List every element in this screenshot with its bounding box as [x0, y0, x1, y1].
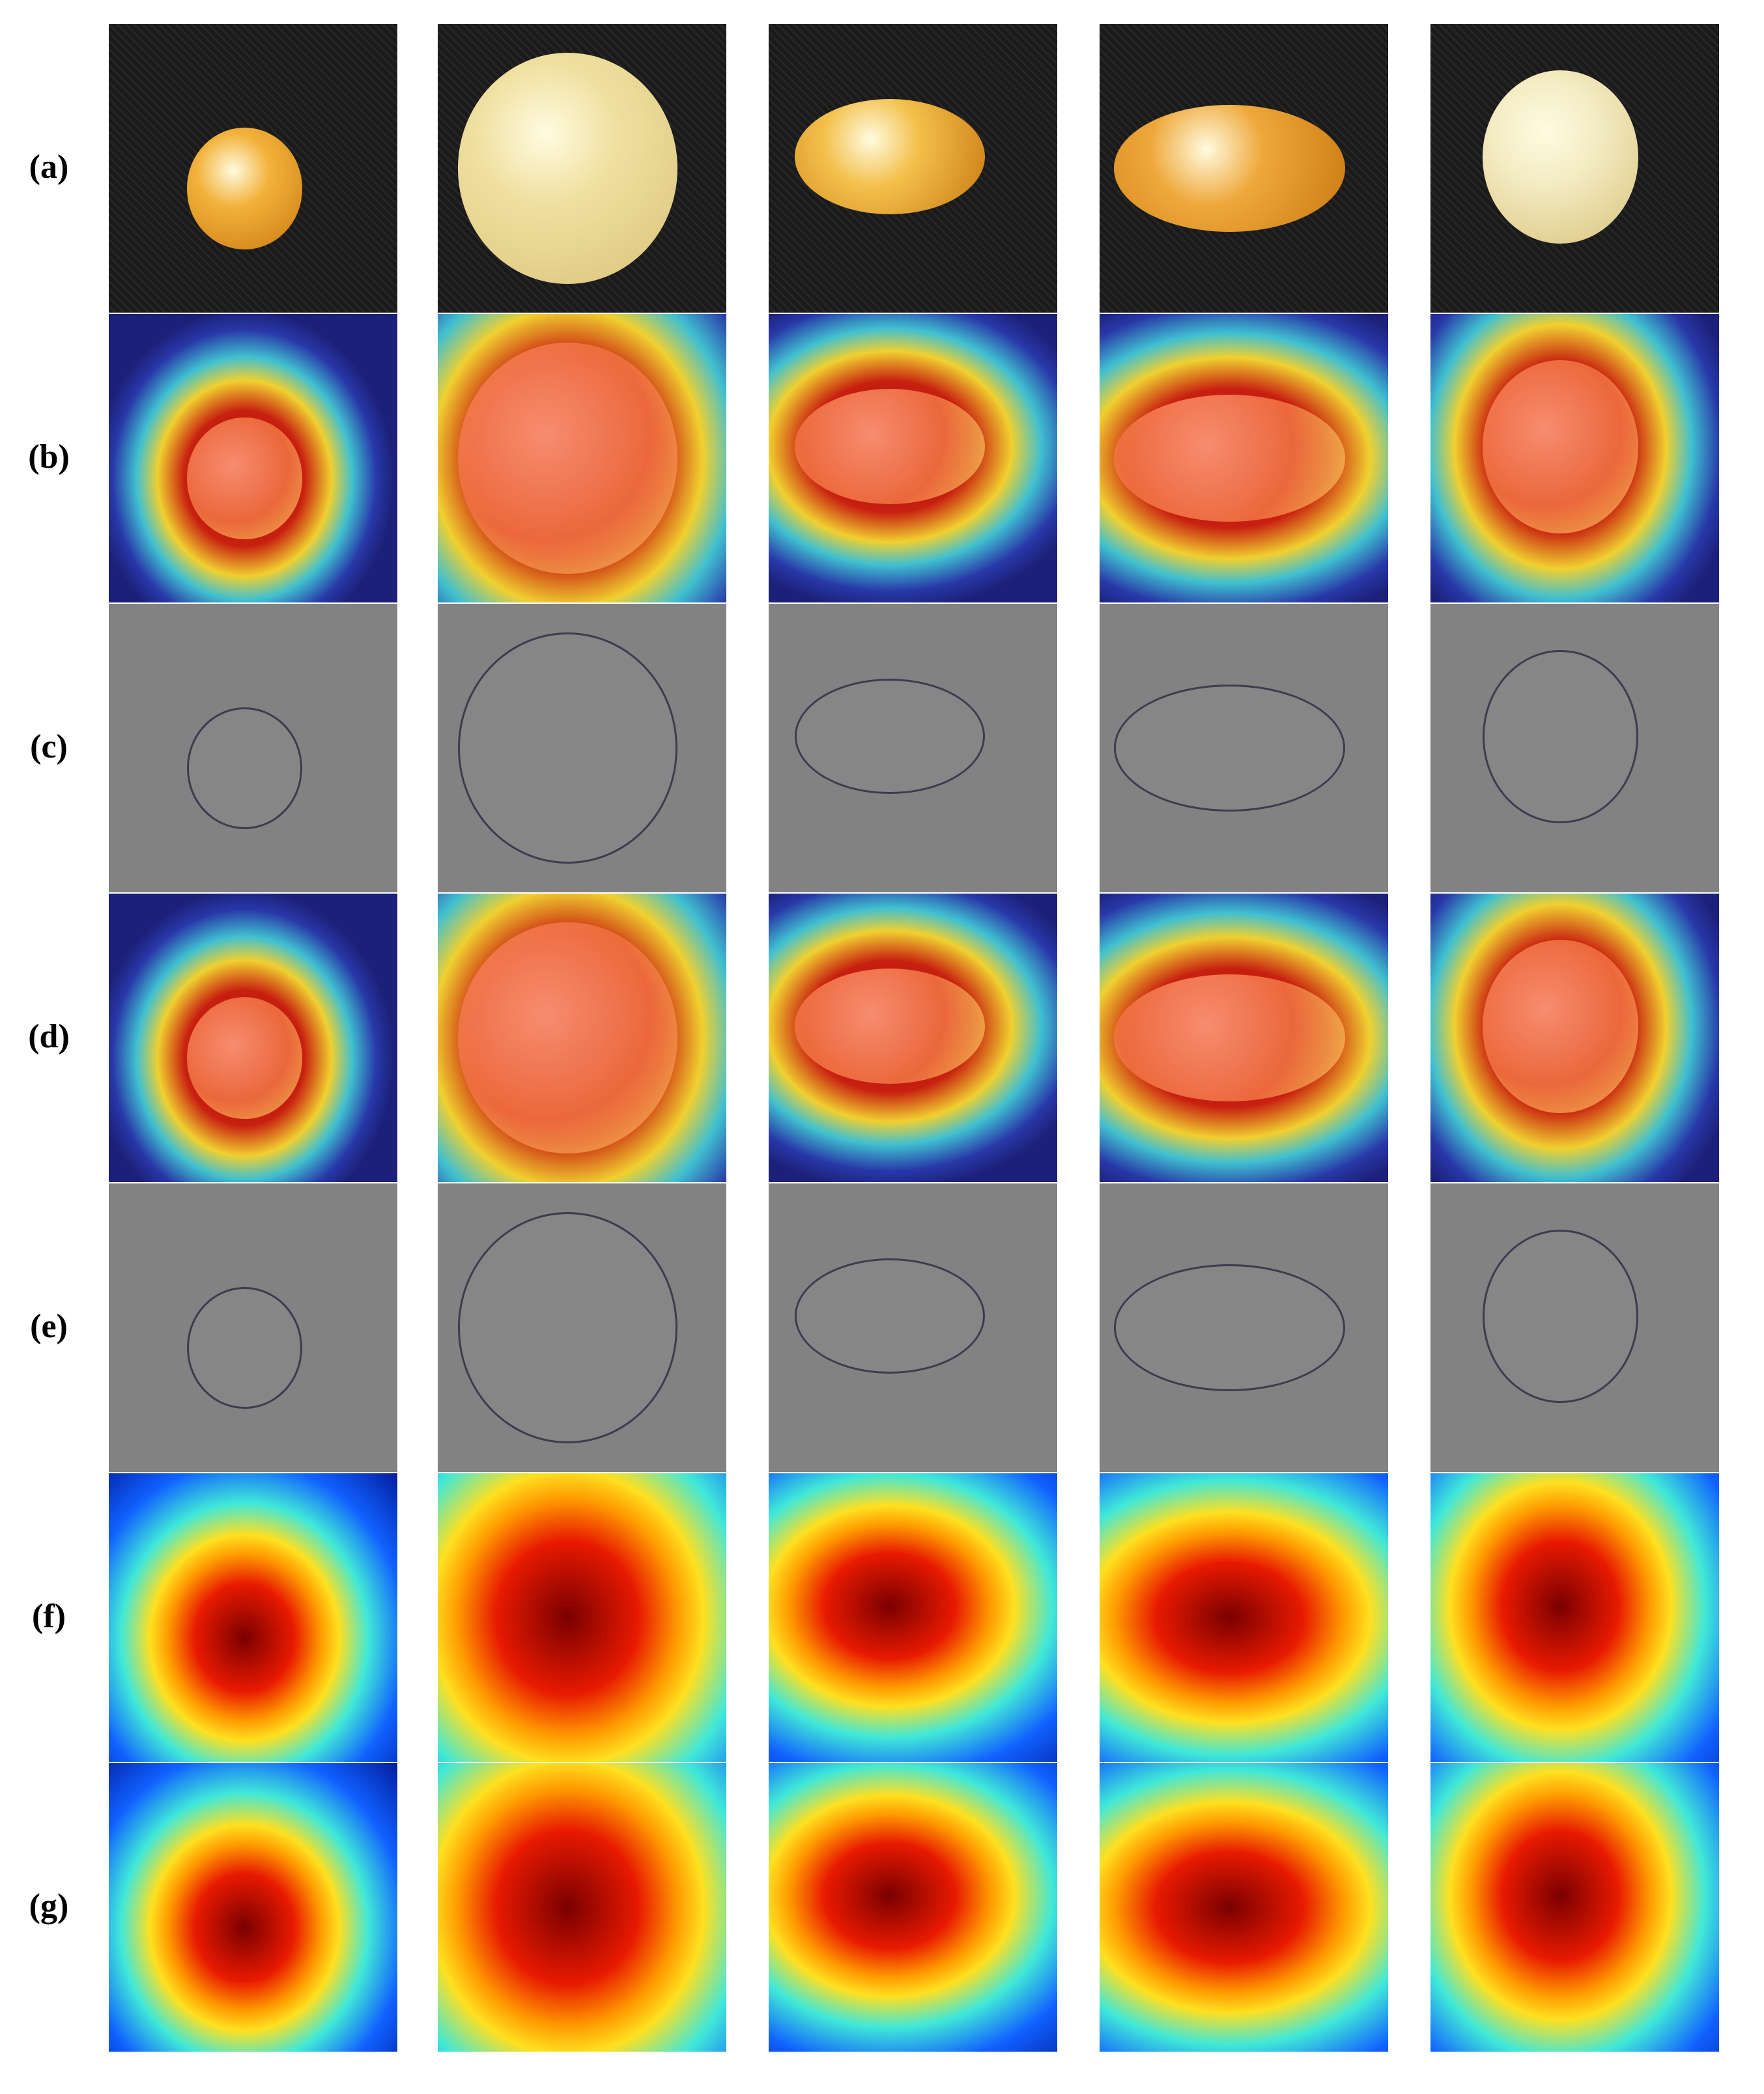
image-tile — [109, 894, 397, 1182]
kernel — [186, 128, 302, 249]
kernel — [794, 969, 986, 1084]
row-label: (a) — [29, 149, 69, 186]
image-tile — [438, 1763, 726, 2052]
kernel — [1114, 105, 1345, 232]
image-tile — [438, 1473, 726, 1762]
kernel-outline — [458, 632, 677, 864]
kernel — [458, 343, 677, 574]
image-tile — [769, 1183, 1057, 1472]
image-tile — [109, 24, 397, 313]
image-tile — [1430, 1763, 1719, 2052]
image-tile — [438, 604, 726, 892]
kernel-outline — [1114, 685, 1345, 812]
image-tile — [1430, 1183, 1719, 1472]
kernel — [794, 99, 986, 215]
image-tile — [1100, 894, 1388, 1182]
image-tile — [1100, 604, 1388, 892]
image-tile — [1100, 1473, 1388, 1762]
image-tile — [438, 314, 726, 602]
kernel — [458, 53, 677, 284]
image-tile — [1100, 314, 1388, 602]
kernel — [1482, 70, 1638, 244]
image-tile — [1100, 1183, 1388, 1472]
row-label: (e) — [30, 1308, 68, 1345]
image-tile — [109, 1183, 397, 1472]
kernel — [458, 922, 677, 1153]
row-label: (f) — [32, 1598, 66, 1635]
image-tile — [1100, 1763, 1388, 2052]
image-tile — [109, 604, 397, 892]
kernel — [1114, 974, 1345, 1101]
kernel — [1114, 395, 1345, 522]
image-tile — [1430, 894, 1719, 1182]
image-tile — [1430, 314, 1719, 602]
image-tile — [438, 1183, 726, 1472]
row-label: (c) — [30, 728, 68, 765]
image-tile — [1430, 24, 1719, 313]
image-tile — [438, 24, 726, 313]
kernel-outline — [1482, 1229, 1638, 1403]
row-label: (d) — [28, 1018, 70, 1055]
image-tile — [1100, 24, 1388, 313]
image-tile — [769, 604, 1057, 892]
image-tile — [769, 1473, 1057, 1762]
kernel-outline — [186, 1287, 302, 1409]
image-tile — [109, 314, 397, 602]
image-tile — [1430, 1473, 1719, 1762]
image-tile — [769, 894, 1057, 1182]
kernel-outline — [186, 707, 302, 829]
kernel-outline — [794, 1258, 986, 1374]
kernel — [186, 417, 302, 539]
kernel — [1482, 360, 1638, 533]
row-label: (b) — [28, 438, 70, 475]
image-tile — [438, 894, 726, 1182]
image-tile — [109, 1473, 397, 1762]
image-tile — [1430, 604, 1719, 892]
image-tile — [109, 1763, 397, 2052]
kernel-outline — [1482, 649, 1638, 823]
image-tile — [769, 314, 1057, 602]
kernel-outline — [1114, 1264, 1345, 1391]
row-label: (g) — [29, 1888, 69, 1925]
kernel — [794, 389, 986, 505]
image-tile — [769, 1763, 1057, 2052]
kernel — [1482, 939, 1638, 1113]
kernel — [186, 997, 302, 1119]
image-tile — [769, 24, 1057, 313]
kernel-outline — [458, 1212, 677, 1443]
kernel-outline — [794, 679, 986, 795]
